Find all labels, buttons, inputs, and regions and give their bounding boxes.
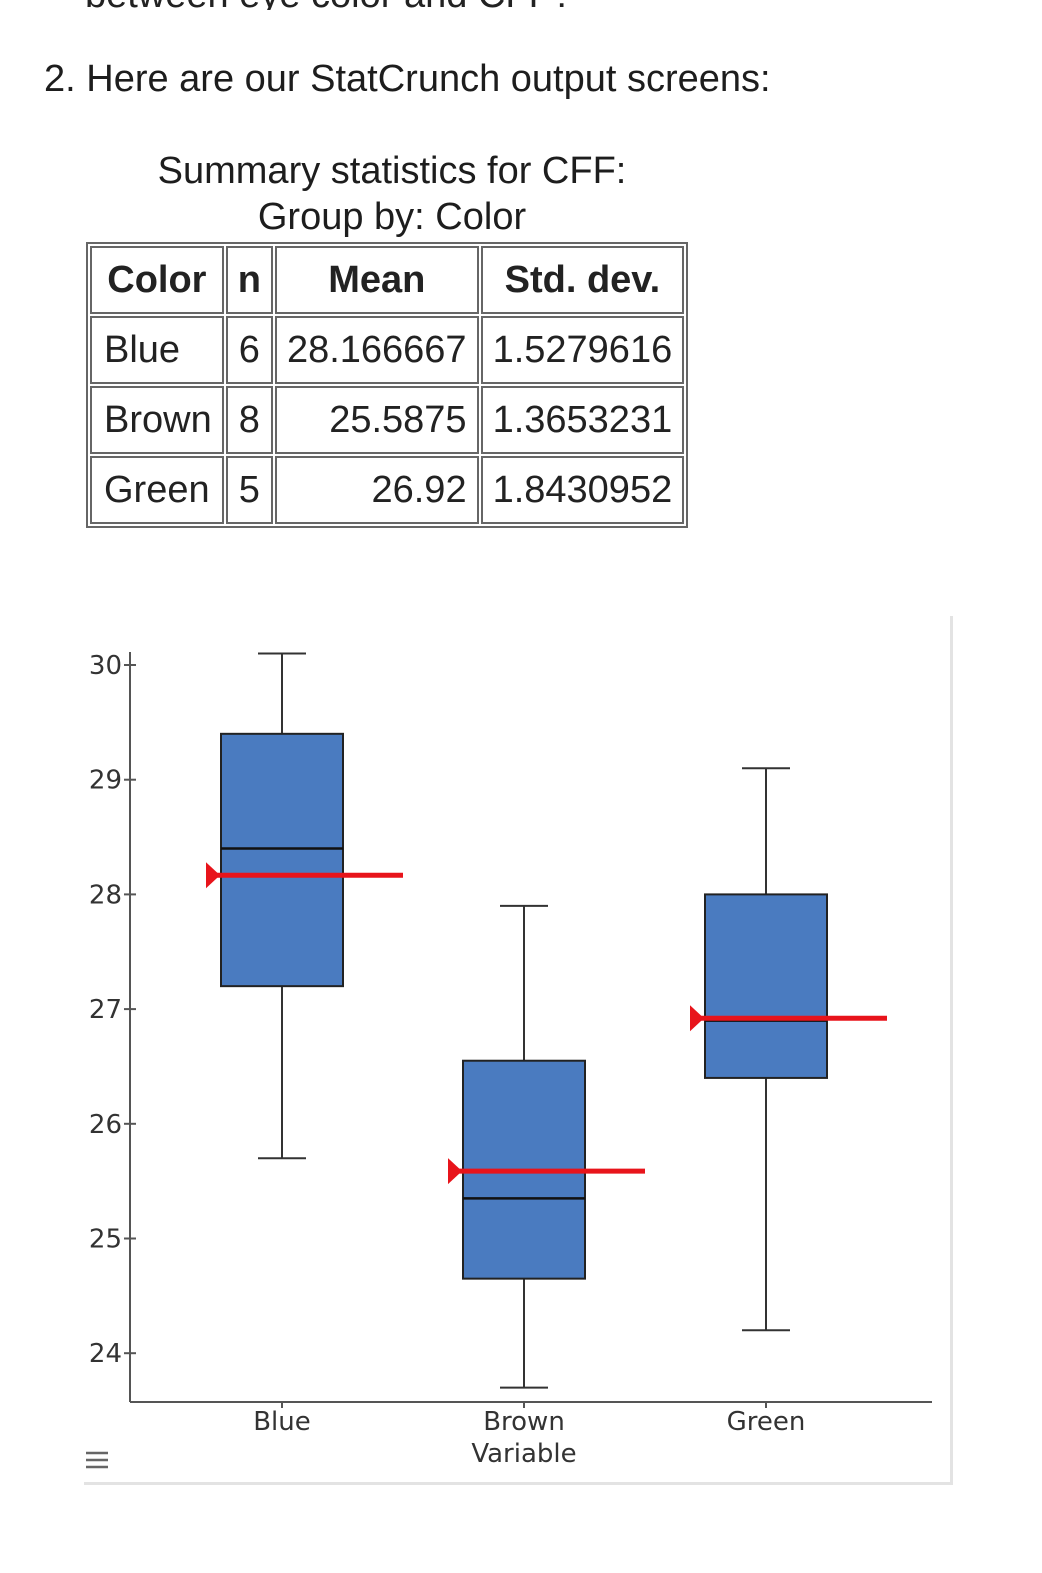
column-header-std-dev: Std. dev.: [480, 246, 685, 314]
y-tick-label: 25: [89, 1225, 122, 1255]
cell-std-dev: 1.5279616: [480, 316, 685, 384]
summary-statistics-table: Color n Mean Std. dev. Blue 6 28.166667 …: [86, 242, 689, 528]
x-axis-label: Variable: [471, 1439, 576, 1469]
table-row: Green 5 26.92 1.8430952: [90, 456, 685, 524]
cell-std-dev: 1.3653231: [480, 386, 685, 454]
table-row: Brown 8 25.5875 1.3653231: [90, 386, 685, 454]
cell-color: Green: [90, 456, 224, 524]
y-tick-label: 29: [89, 766, 122, 796]
y-tick-label: 28: [89, 880, 122, 910]
x-tick-label: Green: [727, 1407, 806, 1437]
column-header-n: n: [225, 246, 273, 314]
previous-line-text: between eye color and CFF?: [85, 0, 573, 10]
cell-n: 8: [225, 386, 273, 454]
chart-frame: [84, 616, 953, 1485]
cell-mean: 28.166667: [274, 316, 479, 384]
cell-mean: 25.5875: [274, 386, 479, 454]
cell-n: 6: [225, 316, 273, 384]
x-tick-label: Brown: [483, 1407, 565, 1437]
y-tick-label: 27: [89, 995, 122, 1025]
summary-group-by: Group by: Color: [257, 196, 527, 238]
boxplot-svg: 24 25 26 27 28 29 30 Blue Brown Green Variable: [86, 651, 932, 1469]
x-tick-label: Blue: [253, 1407, 311, 1437]
table-row: Blue 6 28.166667 1.5279616: [90, 316, 685, 384]
mean-marker: [690, 1005, 704, 1032]
summary-title: Summary statistics for CFF:: [157, 150, 627, 192]
cell-mean: 26.92: [274, 456, 479, 524]
box-blue: [220, 732, 344, 988]
y-tick-label: 30: [89, 651, 122, 681]
cell-n: 5: [225, 456, 273, 524]
cell-color: Blue: [90, 316, 224, 384]
boxplot-chart: 24 25 26 27 28 29 30 Blue Brown Green Variable: [0, 560, 1042, 1500]
y-tick-label: 24: [89, 1339, 122, 1369]
y-tick-label: 26: [89, 1110, 122, 1140]
mean-marker: [206, 862, 220, 889]
column-header-color: Color: [90, 246, 224, 314]
hamburger-menu-icon[interactable]: [86, 1451, 108, 1469]
mean-marker: [448, 1158, 462, 1185]
cell-color: Brown: [90, 386, 224, 454]
cut-off-previous-line: between eye color and CFF?: [0, 0, 1042, 10]
cell-std-dev: 1.8430952: [480, 456, 685, 524]
column-header-mean: Mean: [274, 246, 479, 314]
table-header-row: Color n Mean Std. dev.: [90, 246, 685, 314]
section-heading: 2. Here are our StatCrunch output screen…: [44, 58, 771, 100]
box-green: [704, 893, 828, 1079]
